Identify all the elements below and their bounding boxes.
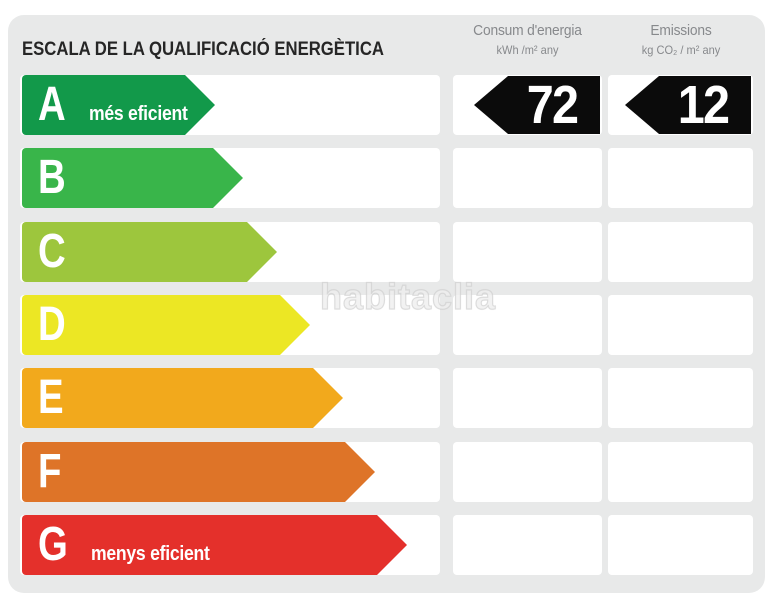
consum-cell-g <box>453 515 602 575</box>
grade-letter: A <box>38 78 66 131</box>
energy-scale-card: ESCALA DE LA QUALIFICACIÓ ENERGÈTICA Con… <box>8 15 765 593</box>
emissions-cell-e <box>608 368 753 428</box>
consum-value: 72 <box>526 75 579 135</box>
emissions-cell-a: 12 <box>608 75 753 135</box>
grade-note: més eficient <box>88 103 188 125</box>
consum-header-units: kWh /m² any <box>496 43 559 57</box>
rating-row-g: G menys eficient <box>20 515 753 575</box>
grade-letter: B <box>38 151 66 204</box>
rating-row-d: D <box>20 295 753 355</box>
emissions-cell-b <box>608 148 753 208</box>
rating-rows: A més eficient 72 12 B <box>20 75 753 575</box>
page-title: ESCALA DE LA QUALIFICACIÓ ENERGÈTICA <box>22 39 384 60</box>
emissions-header-line1: Emissions <box>650 22 712 39</box>
consum-value-badge: 72 <box>474 76 600 134</box>
rating-bar-a: A més eficient <box>22 75 215 135</box>
grade-letter: D <box>38 298 66 351</box>
emissions-value: 12 <box>677 75 730 135</box>
rating-row-f: F <box>20 442 753 502</box>
column-header-consum: Consum d'energia kWh /m² any <box>453 22 602 57</box>
consum-cell-f <box>453 442 602 502</box>
emissions-cell-f <box>608 442 753 502</box>
column-header-emissions: Emissions kg CO₂ / m² any <box>608 22 754 57</box>
emissions-value-badge: 12 <box>625 76 751 134</box>
emissions-cell-g <box>608 515 753 575</box>
emissions-header-units: kg CO₂ / m² any <box>641 43 721 57</box>
consum-cell-d <box>453 295 602 355</box>
emissions-cell-c <box>608 222 753 282</box>
rating-row-e: E <box>20 368 753 428</box>
consum-cell-a: 72 <box>453 75 602 135</box>
rating-bar-g: G menys eficient <box>22 515 407 575</box>
rating-bar-d: D <box>22 295 310 355</box>
grade-note: menys eficient <box>91 543 210 565</box>
rating-row-a: A més eficient 72 12 <box>20 75 753 135</box>
grade-letter: F <box>38 445 62 498</box>
consum-cell-b <box>453 148 602 208</box>
rating-bar-f: F <box>22 442 375 502</box>
consum-cell-c <box>453 222 602 282</box>
rating-row-b: B <box>20 148 753 208</box>
emissions-cell-d <box>608 295 753 355</box>
rating-bar-e: E <box>22 368 343 428</box>
grade-letter: E <box>38 371 64 424</box>
grade-letter: C <box>38 225 66 278</box>
grade-letter: G <box>38 518 68 571</box>
consum-header-line1: Consum d'energia <box>473 22 582 39</box>
rating-bar-b: B <box>22 148 243 208</box>
rating-row-c: C <box>20 222 753 282</box>
consum-cell-e <box>453 368 602 428</box>
rating-bar-c: C <box>22 222 277 282</box>
